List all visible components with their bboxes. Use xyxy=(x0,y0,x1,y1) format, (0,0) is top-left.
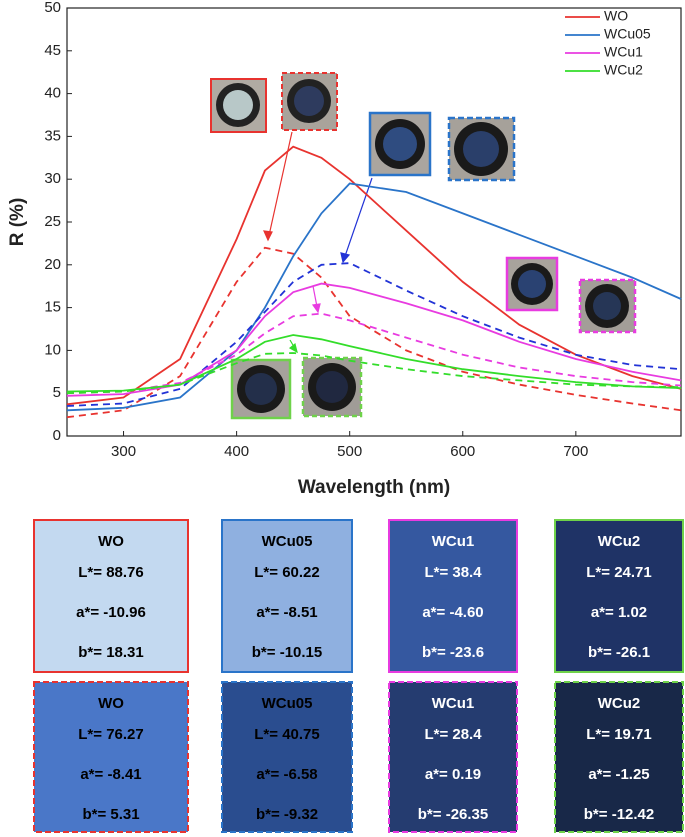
panel-value: a*= -8.41 xyxy=(80,766,141,783)
y-tick-label: 45 xyxy=(44,42,61,59)
color-panel: WO L*= 88.76 a*= -10.96 b*= 18.31 xyxy=(33,519,189,673)
panel-value: b*= 18.31 xyxy=(78,644,143,661)
panel-value: L*= 28.4 xyxy=(424,726,482,743)
panel-title: WO xyxy=(98,695,124,712)
panel-swatch xyxy=(221,519,353,673)
panel-value: b*= -23.6 xyxy=(422,644,484,661)
series-line xyxy=(66,334,682,393)
panel-value: b*= -26.1 xyxy=(588,644,650,661)
y-tick-label: 5 xyxy=(53,384,61,401)
y-tick-label: 35 xyxy=(44,127,61,144)
x-tick-label: 300 xyxy=(111,443,136,460)
panel-value: b*= -12.42 xyxy=(584,806,654,823)
color-panel: WCu2 L*= 24.71 a*= 1.02 b*= -26.1 xyxy=(554,519,684,673)
photo xyxy=(368,111,432,177)
x-tick-label: 600 xyxy=(450,443,475,460)
panel-value: a*= 1.02 xyxy=(591,604,647,621)
photo xyxy=(230,358,292,420)
series-line xyxy=(66,262,682,407)
panel-value: a*= -8.51 xyxy=(256,604,317,621)
panel-value: L*= 60.22 xyxy=(254,564,319,581)
photo xyxy=(281,72,338,131)
x-tick-label: 700 xyxy=(563,443,588,460)
x-axis-label: Wavelength (nm) xyxy=(298,477,450,498)
panel-title: WCu05 xyxy=(262,695,313,712)
panel-value: L*= 19.71 xyxy=(586,726,651,743)
legend-label: WO xyxy=(604,8,628,24)
panel-value: L*= 76.27 xyxy=(78,726,143,743)
panel-value: L*= 88.76 xyxy=(78,564,143,581)
panel-value: L*= 24.71 xyxy=(586,564,651,581)
y-tick-label: 30 xyxy=(44,170,61,187)
panel-value: a*= 0.19 xyxy=(425,766,481,783)
panel-value: a*= -6.58 xyxy=(256,766,317,783)
panel-value: a*= -10.96 xyxy=(76,604,146,621)
panel-title: WCu05 xyxy=(262,533,313,550)
legend-label: WCu05 xyxy=(604,26,651,42)
color-panel: WCu05 L*= 40.75 a*= -6.58 b*= -9.32 xyxy=(221,681,353,833)
panel-title: WCu2 xyxy=(598,533,641,550)
y-tick-label: 40 xyxy=(44,85,61,102)
y-tick-label: 10 xyxy=(44,341,61,358)
series-line xyxy=(66,352,682,395)
panel-value: b*= -10.15 xyxy=(252,644,322,661)
color-panel: WCu05 L*= 60.22 a*= -8.51 b*= -10.15 xyxy=(221,519,353,673)
y-tick-label: 15 xyxy=(44,299,61,316)
panel-title: WCu1 xyxy=(432,533,475,550)
series-line xyxy=(66,312,682,395)
panel-title: WCu1 xyxy=(432,695,475,712)
panel-swatch xyxy=(554,519,684,673)
panel-value: b*= -26.35 xyxy=(418,806,488,823)
photo xyxy=(210,78,267,133)
y-tick-label: 50 xyxy=(44,0,61,16)
x-tick-label: 400 xyxy=(224,443,249,460)
color-panel: WCu1 L*= 38.4 a*= -4.60 b*= -23.6 xyxy=(388,519,518,673)
panel-value: L*= 40.75 xyxy=(254,726,319,743)
series-line xyxy=(66,145,682,406)
photos xyxy=(210,72,637,420)
panel-swatch xyxy=(221,681,353,833)
panel-swatch xyxy=(388,519,518,673)
y-tick-label: 0 xyxy=(53,427,61,444)
x-tick-label: 500 xyxy=(337,443,362,460)
legend-label: WCu2 xyxy=(604,62,643,78)
panel-value: a*= -1.25 xyxy=(588,766,649,783)
color-panel: WCu2 L*= 19.71 a*= -1.25 b*= -12.42 xyxy=(554,681,684,833)
panel-swatch xyxy=(33,519,189,673)
panel-swatch xyxy=(33,681,189,833)
panel-title: WO xyxy=(98,533,124,550)
color-panel: WCu1 L*= 28.4 a*= 0.19 b*= -26.35 xyxy=(388,681,518,833)
panel-swatch xyxy=(388,681,518,833)
photo xyxy=(578,278,637,334)
panel-value: b*= 5.31 xyxy=(82,806,139,823)
panel-swatch xyxy=(554,681,684,833)
legend-label: WCu1 xyxy=(604,44,643,60)
panel-title: WCu2 xyxy=(598,695,641,712)
photo xyxy=(301,356,363,418)
y-axis-label: R (%) xyxy=(7,198,28,247)
panel-value: b*= -9.32 xyxy=(256,806,318,823)
color-panel: WO L*= 76.27 a*= -8.41 b*= 5.31 xyxy=(33,681,189,833)
y-tick-label: 20 xyxy=(44,256,61,273)
photo xyxy=(505,256,559,312)
series-line xyxy=(66,182,682,412)
y-tick-label: 25 xyxy=(44,213,61,230)
panel-value: a*= -4.60 xyxy=(422,604,483,621)
panel-value: L*= 38.4 xyxy=(424,564,482,581)
plot-frame xyxy=(66,7,682,437)
photo xyxy=(447,116,516,182)
